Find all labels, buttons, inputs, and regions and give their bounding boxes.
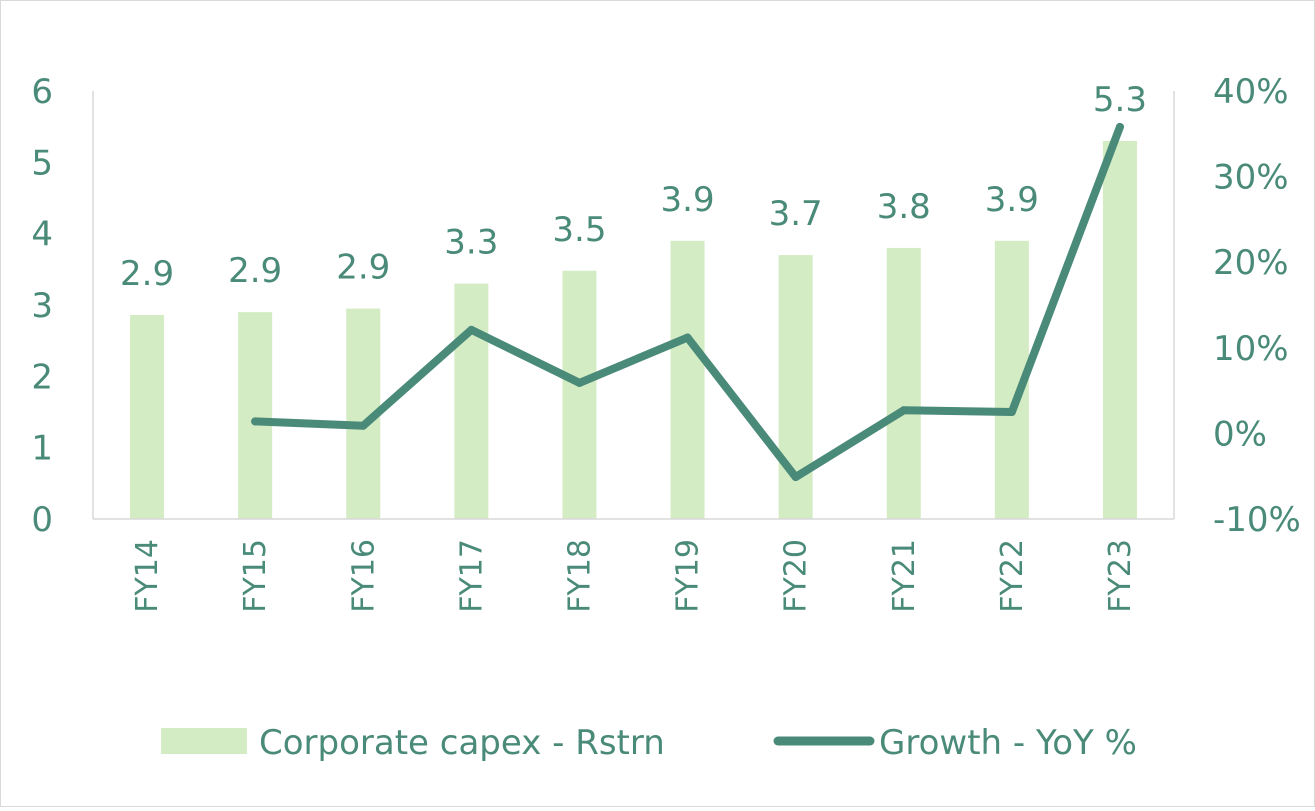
bar-fy23 bbox=[1102, 140, 1137, 519]
right-tick-label: 30% bbox=[1213, 158, 1289, 198]
bar-data-label: 3.8 bbox=[877, 187, 931, 227]
legend-bar-label: Corporate capex - Rstrn bbox=[259, 723, 665, 763]
left-tick-label: 4 bbox=[31, 215, 53, 255]
left-axis-ticks: 0 1 2 3 4 5 6 bbox=[31, 72, 53, 540]
right-tick-label: 20% bbox=[1213, 243, 1289, 283]
left-tick-label: 3 bbox=[31, 286, 53, 326]
left-tick-label: 0 bbox=[31, 500, 53, 540]
legend: Corporate capex - Rstrn Growth - YoY % bbox=[161, 723, 1137, 763]
left-tick-label: 2 bbox=[31, 357, 53, 397]
x-tick-label: FY21 bbox=[887, 539, 922, 613]
growth-point-fy21 bbox=[899, 406, 908, 415]
right-tick-label: 10% bbox=[1213, 329, 1289, 369]
bar-fy18 bbox=[562, 270, 597, 519]
growth-point-fy15 bbox=[251, 417, 260, 426]
bar-data-label: 3.3 bbox=[444, 223, 498, 263]
right-axis-ticks: -10% 0% 10% 20% 30% 40% bbox=[1213, 72, 1301, 540]
axes bbox=[92, 91, 1175, 520]
bar-series bbox=[130, 140, 1137, 520]
bar-data-label: 5.3 bbox=[1093, 80, 1147, 120]
x-tick-label: FY14 bbox=[130, 539, 165, 613]
left-tick-label: 6 bbox=[31, 72, 53, 112]
growth-point-fy16 bbox=[359, 421, 368, 430]
growth-point-fy17 bbox=[467, 325, 476, 334]
x-tick-label: FY16 bbox=[346, 539, 381, 613]
legend-bar-swatch bbox=[161, 728, 247, 754]
x-tick-label: FY18 bbox=[562, 539, 597, 613]
x-axis-ticks: FY14 FY15 FY16 FY17 FY18 FY19 FY20 FY21 FY22 FY23 bbox=[130, 539, 1138, 613]
bar-fy17 bbox=[454, 283, 489, 519]
x-tick-label: FY22 bbox=[995, 539, 1030, 613]
bar-data-label: 3.9 bbox=[661, 180, 715, 220]
x-tick-label: FY15 bbox=[238, 539, 273, 613]
bar-data-label: 3.5 bbox=[552, 210, 606, 250]
bar-data-label: 3.9 bbox=[985, 180, 1039, 220]
growth-point-fy22 bbox=[1007, 408, 1016, 416]
bar-data-label: 3.7 bbox=[769, 194, 823, 234]
left-tick-label: 5 bbox=[31, 143, 53, 183]
x-tick-label: FY23 bbox=[1103, 539, 1138, 613]
line-series bbox=[251, 122, 1124, 482]
right-tick-label: 40% bbox=[1213, 72, 1289, 112]
x-tick-label: FY19 bbox=[671, 539, 706, 613]
growth-point-fy20 bbox=[791, 473, 800, 482]
bar-data-label: 2.9 bbox=[336, 248, 390, 288]
left-tick-label: 1 bbox=[31, 429, 53, 469]
x-tick-label: FY17 bbox=[454, 539, 489, 613]
x-tick-label: FY20 bbox=[779, 539, 814, 613]
growth-point-fy19 bbox=[683, 333, 692, 342]
bar-fy21 bbox=[886, 247, 921, 519]
right-tick-label: 0% bbox=[1213, 414, 1267, 454]
bar-data-label: 2.9 bbox=[120, 254, 174, 294]
legend-line-label: Growth - YoY % bbox=[879, 723, 1137, 763]
bar-data-labels: 2.9 2.9 2.9 3.3 3.5 3.9 3.7 3.8 3.9 5.3 bbox=[120, 80, 1147, 294]
bar-data-label: 2.9 bbox=[228, 251, 282, 291]
bar-fy15 bbox=[238, 312, 273, 519]
growth-point-fy23 bbox=[1115, 122, 1124, 131]
bar-fy19 bbox=[670, 240, 705, 520]
growth-point-fy18 bbox=[575, 378, 584, 387]
bar-fy14 bbox=[130, 314, 165, 519]
right-tick-label: -10% bbox=[1213, 500, 1301, 540]
